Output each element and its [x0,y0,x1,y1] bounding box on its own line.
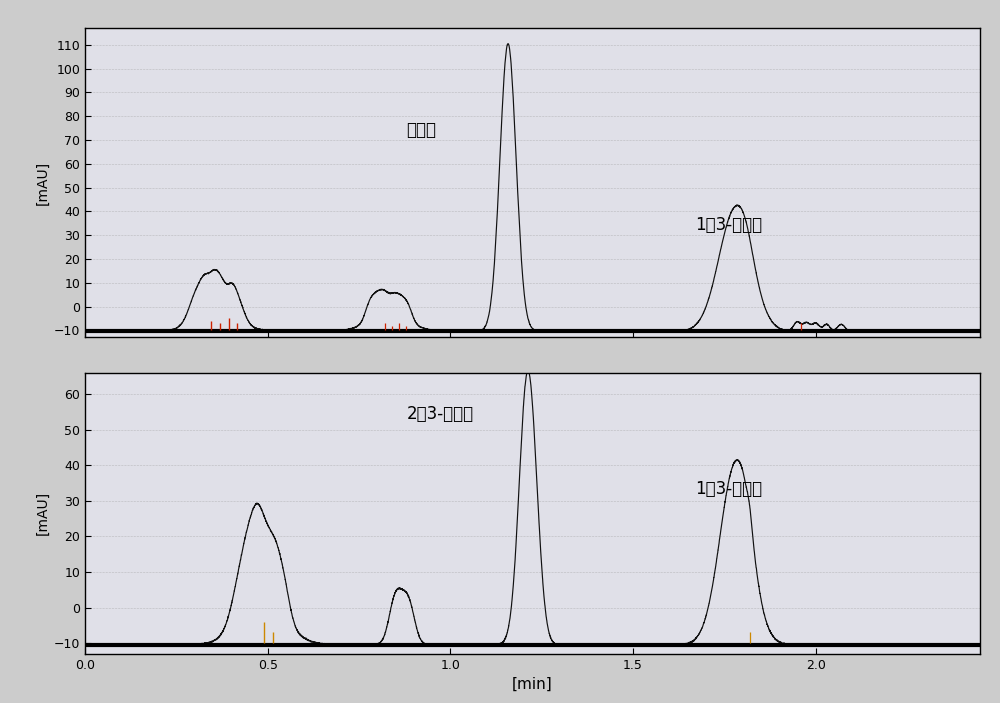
Text: 2，3-丁二醇: 2，3-丁二醇 [406,405,474,423]
Y-axis label: [mAU]: [mAU] [36,161,50,205]
Text: 1，3-丙二醇: 1，3-丙二醇 [695,217,762,234]
Text: 乙偶姻: 乙偶姻 [406,121,436,139]
X-axis label: [min]: [min] [512,677,553,692]
Text: 1，3-丙二醇: 1，3-丙二醇 [695,479,762,498]
Y-axis label: [mAU]: [mAU] [36,491,50,535]
